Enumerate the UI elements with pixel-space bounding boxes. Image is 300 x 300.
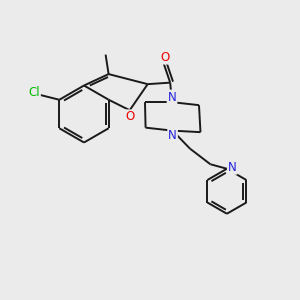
Text: Cl: Cl	[28, 86, 40, 99]
Text: O: O	[126, 110, 135, 123]
Text: N: N	[168, 91, 176, 103]
Text: N: N	[168, 129, 177, 142]
Text: O: O	[160, 51, 170, 64]
Text: N: N	[228, 161, 237, 174]
